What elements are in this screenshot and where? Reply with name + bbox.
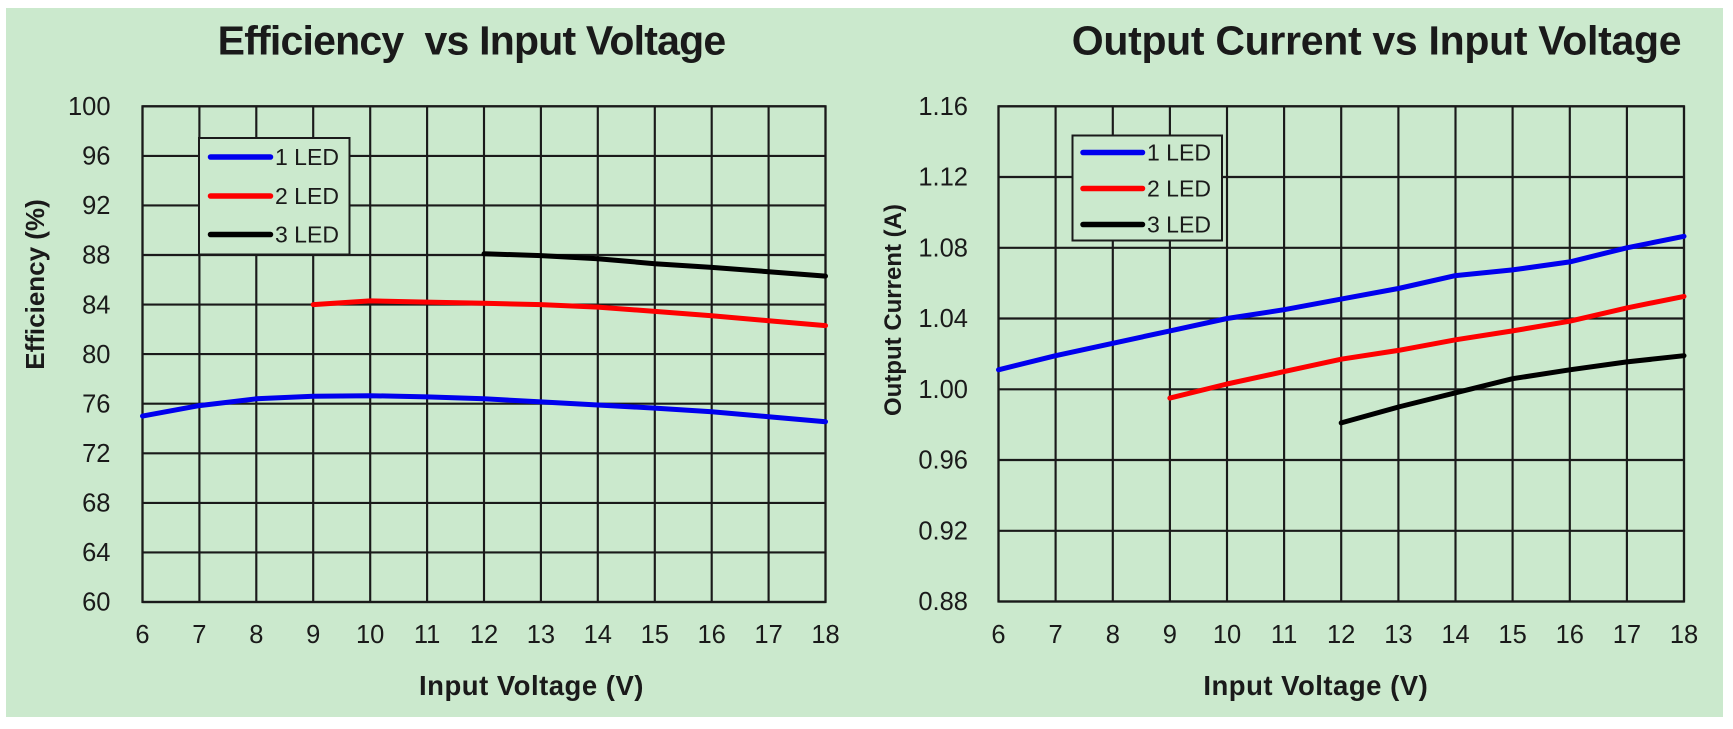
svg-text:1.08: 1.08 [918,235,968,263]
svg-text:16: 16 [1556,621,1584,649]
svg-text:12: 12 [470,621,498,649]
svg-text:96: 96 [82,143,110,171]
svg-text:14: 14 [1441,621,1469,649]
svg-text:15: 15 [641,621,669,649]
svg-text:13: 13 [527,621,555,649]
svg-text:8: 8 [249,621,263,649]
svg-text:12: 12 [1327,621,1355,649]
svg-text:11: 11 [414,621,440,649]
svg-text:88: 88 [82,242,110,270]
svg-text:Output Current (A): Output Current (A) [880,204,907,416]
svg-text:1 LED: 1 LED [1147,140,1211,166]
svg-text:6: 6 [991,621,1005,649]
svg-text:13: 13 [1384,621,1412,649]
svg-text:3 LED: 3 LED [275,222,339,248]
svg-text:Efficiency vs Input Voltage: Efficiency vs Input Voltage [218,18,726,64]
svg-text:7: 7 [192,621,206,649]
svg-text:6: 6 [135,621,149,649]
svg-text:9: 9 [306,621,320,649]
svg-text:0.88: 0.88 [918,588,968,616]
svg-text:17: 17 [1613,621,1641,649]
svg-text:Output Current vs Input Voltag: Output Current vs Input Voltage [1072,18,1681,64]
svg-text:18: 18 [1670,621,1698,649]
svg-text:80: 80 [82,341,110,369]
svg-text:76: 76 [82,390,110,418]
svg-text:Input Voltage (V): Input Voltage (V) [419,670,644,701]
svg-text:72: 72 [82,440,110,468]
svg-text:64: 64 [82,539,110,567]
svg-text:100: 100 [68,93,111,121]
svg-text:11: 11 [1271,621,1297,649]
svg-text:14: 14 [584,621,612,649]
svg-text:84: 84 [82,291,110,319]
svg-text:10: 10 [356,621,384,649]
svg-text:60: 60 [82,589,110,617]
svg-text:0.92: 0.92 [918,518,968,546]
svg-text:17: 17 [754,621,782,649]
svg-text:1 LED: 1 LED [275,144,339,170]
svg-text:68: 68 [82,490,110,518]
svg-text:8: 8 [1106,621,1120,649]
svg-text:1.12: 1.12 [918,164,968,192]
svg-text:3 LED: 3 LED [1147,212,1211,238]
svg-text:2 LED: 2 LED [275,183,339,209]
svg-text:0.96: 0.96 [918,447,968,475]
svg-text:Input Voltage (V): Input Voltage (V) [1203,670,1428,701]
svg-text:10: 10 [1213,621,1241,649]
svg-text:92: 92 [82,192,110,220]
svg-text:7: 7 [1049,621,1063,649]
svg-text:1.04: 1.04 [918,305,968,333]
svg-text:1.16: 1.16 [918,93,968,121]
svg-text:15: 15 [1498,621,1526,649]
svg-text:1.00: 1.00 [918,376,968,404]
svg-text:16: 16 [698,621,726,649]
svg-text:Efficiency (%): Efficiency (%) [20,199,50,370]
svg-text:9: 9 [1163,621,1177,649]
svg-text:18: 18 [811,621,839,649]
svg-text:2 LED: 2 LED [1147,176,1211,202]
